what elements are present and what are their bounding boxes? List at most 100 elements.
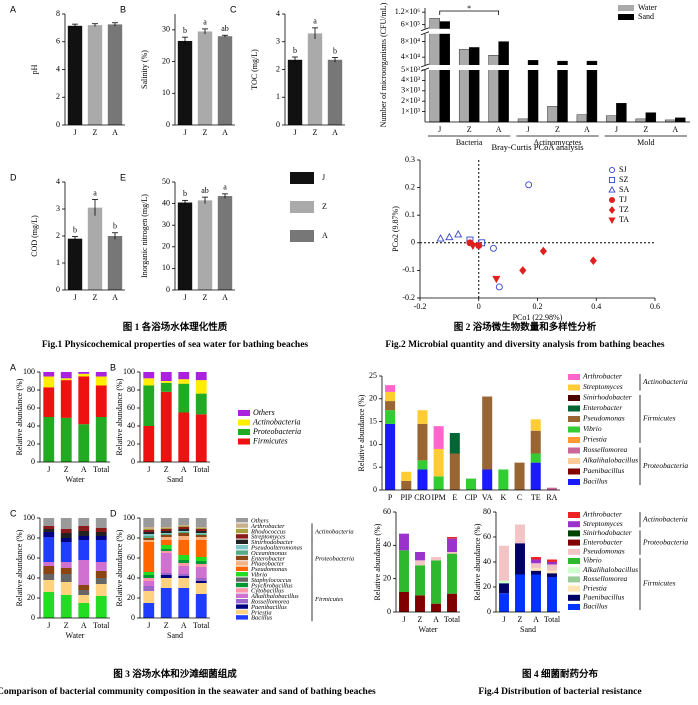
significance-letter: b (73, 225, 77, 234)
legend-label: Priestia (582, 583, 607, 592)
x-tick-label: Z (555, 125, 560, 134)
legend-label: Alkalihalobacillus (250, 593, 299, 600)
legend-label: Bacillus (583, 477, 608, 486)
y-tick-label: 0.3 (405, 155, 415, 164)
legend-swatch (568, 395, 580, 401)
legend-swatch (236, 528, 248, 534)
bar-segment (143, 426, 155, 462)
x-tick-label: A (332, 128, 338, 137)
x-axis-label: Water (419, 625, 438, 634)
legend-swatch (568, 585, 580, 592)
bar (635, 118, 647, 123)
bar-segment (160, 534, 172, 535)
x-tick-label: A (222, 293, 228, 302)
bar-segment (160, 391, 172, 462)
bar-segment (515, 543, 525, 575)
legend-swatch (236, 550, 248, 555)
bar-segment (160, 553, 172, 573)
bar-segment (195, 557, 207, 561)
y-axis-label: PCo2 (9.87%) (391, 206, 400, 252)
break-mark (420, 31, 430, 36)
bar-segment (143, 378, 155, 386)
bar-segment (195, 535, 207, 537)
y-tick-label: 4 (56, 64, 60, 73)
bar-segment (385, 410, 396, 424)
legend-group-label: Firmicutes (642, 579, 676, 588)
significance-letter: ab (201, 186, 209, 195)
axis-break (421, 65, 690, 70)
legend-swatch (236, 582, 248, 588)
bar-segment (60, 417, 72, 462)
x-axis-label: Water (66, 631, 85, 640)
legend-swatch (238, 429, 250, 435)
bar-segment (60, 574, 72, 582)
bar-segment (178, 536, 190, 540)
legend-label: Staphylococcus (251, 577, 292, 584)
legend-label: Sand (638, 12, 654, 21)
bar-segment (195, 380, 207, 394)
x-tick-label: Total (193, 465, 210, 474)
legend-swatch (568, 479, 580, 485)
bar-segment (195, 540, 207, 557)
bar-segment (447, 553, 457, 594)
panel-label: A (10, 4, 16, 14)
y-tick-label: 1 (56, 258, 60, 267)
bar-segment (43, 372, 55, 377)
bar-segment (178, 560, 190, 563)
bar-segment (399, 550, 409, 592)
bar-segment (78, 376, 90, 425)
bar (458, 49, 470, 123)
legend-label: Sinirhodobacter (583, 393, 632, 402)
y-tick-label: 0 (387, 607, 391, 616)
bar-segment (499, 580, 509, 584)
y-tick-label: 20 (162, 56, 170, 65)
panel-label: A (10, 362, 16, 372)
y-axis-label: Relative abundance (%) (373, 523, 382, 600)
legend-label: Rossellomorea (582, 574, 628, 583)
bar-segment (143, 532, 155, 534)
legend-label: TZ (619, 205, 629, 214)
y-tick-label: 60 (27, 403, 35, 412)
bar-segment (60, 518, 72, 529)
legend-swatch (236, 561, 248, 566)
bar-segment (43, 417, 55, 462)
bar-segment (499, 583, 509, 594)
group-label: Mold (637, 138, 654, 147)
legend-swatch (236, 539, 248, 544)
bar-segment (160, 382, 172, 392)
bar (547, 106, 558, 123)
legend-label: Vibrio (583, 556, 602, 565)
legend-label: SJ (619, 165, 627, 174)
y-tick-label: 2 (56, 231, 60, 240)
y-tick-label: 100 (23, 513, 35, 522)
legend-label: Psychrobacillus (250, 582, 293, 589)
bar-segment (95, 562, 107, 571)
bar-segment (401, 480, 412, 490)
x-tick-label: PIP (400, 493, 412, 502)
legend-swatch (618, 5, 634, 11)
bar-segment (78, 536, 90, 540)
bar-segment (531, 563, 541, 569)
x-tick-label: Z (418, 615, 423, 624)
bar-segment (43, 529, 55, 532)
legend-swatch (568, 405, 580, 412)
x-tick-label: A (112, 128, 118, 137)
y-tick-label: 15 (369, 416, 377, 425)
legend-label: TA (619, 215, 629, 224)
legend-label: Priestia (250, 609, 272, 616)
significance-letter: a (313, 17, 317, 26)
bar-segment (178, 532, 190, 533)
bar-segment (195, 567, 207, 578)
x-tick-label: Z (203, 128, 208, 137)
x-tick-label: Total (193, 621, 210, 630)
bar-segment (547, 570, 557, 574)
chart-title: Bray-Curtis PCoA analysis (491, 142, 583, 152)
significance-letter: b (113, 222, 117, 231)
y-tick-label: 0.1 (405, 210, 415, 219)
bar-segment (143, 534, 155, 536)
legend-label: Rhodococcus (250, 528, 286, 535)
legend-marker (608, 196, 616, 204)
bar-segment (160, 545, 172, 549)
legend-swatch (236, 599, 248, 604)
y-tick-label: 100 (123, 513, 135, 522)
